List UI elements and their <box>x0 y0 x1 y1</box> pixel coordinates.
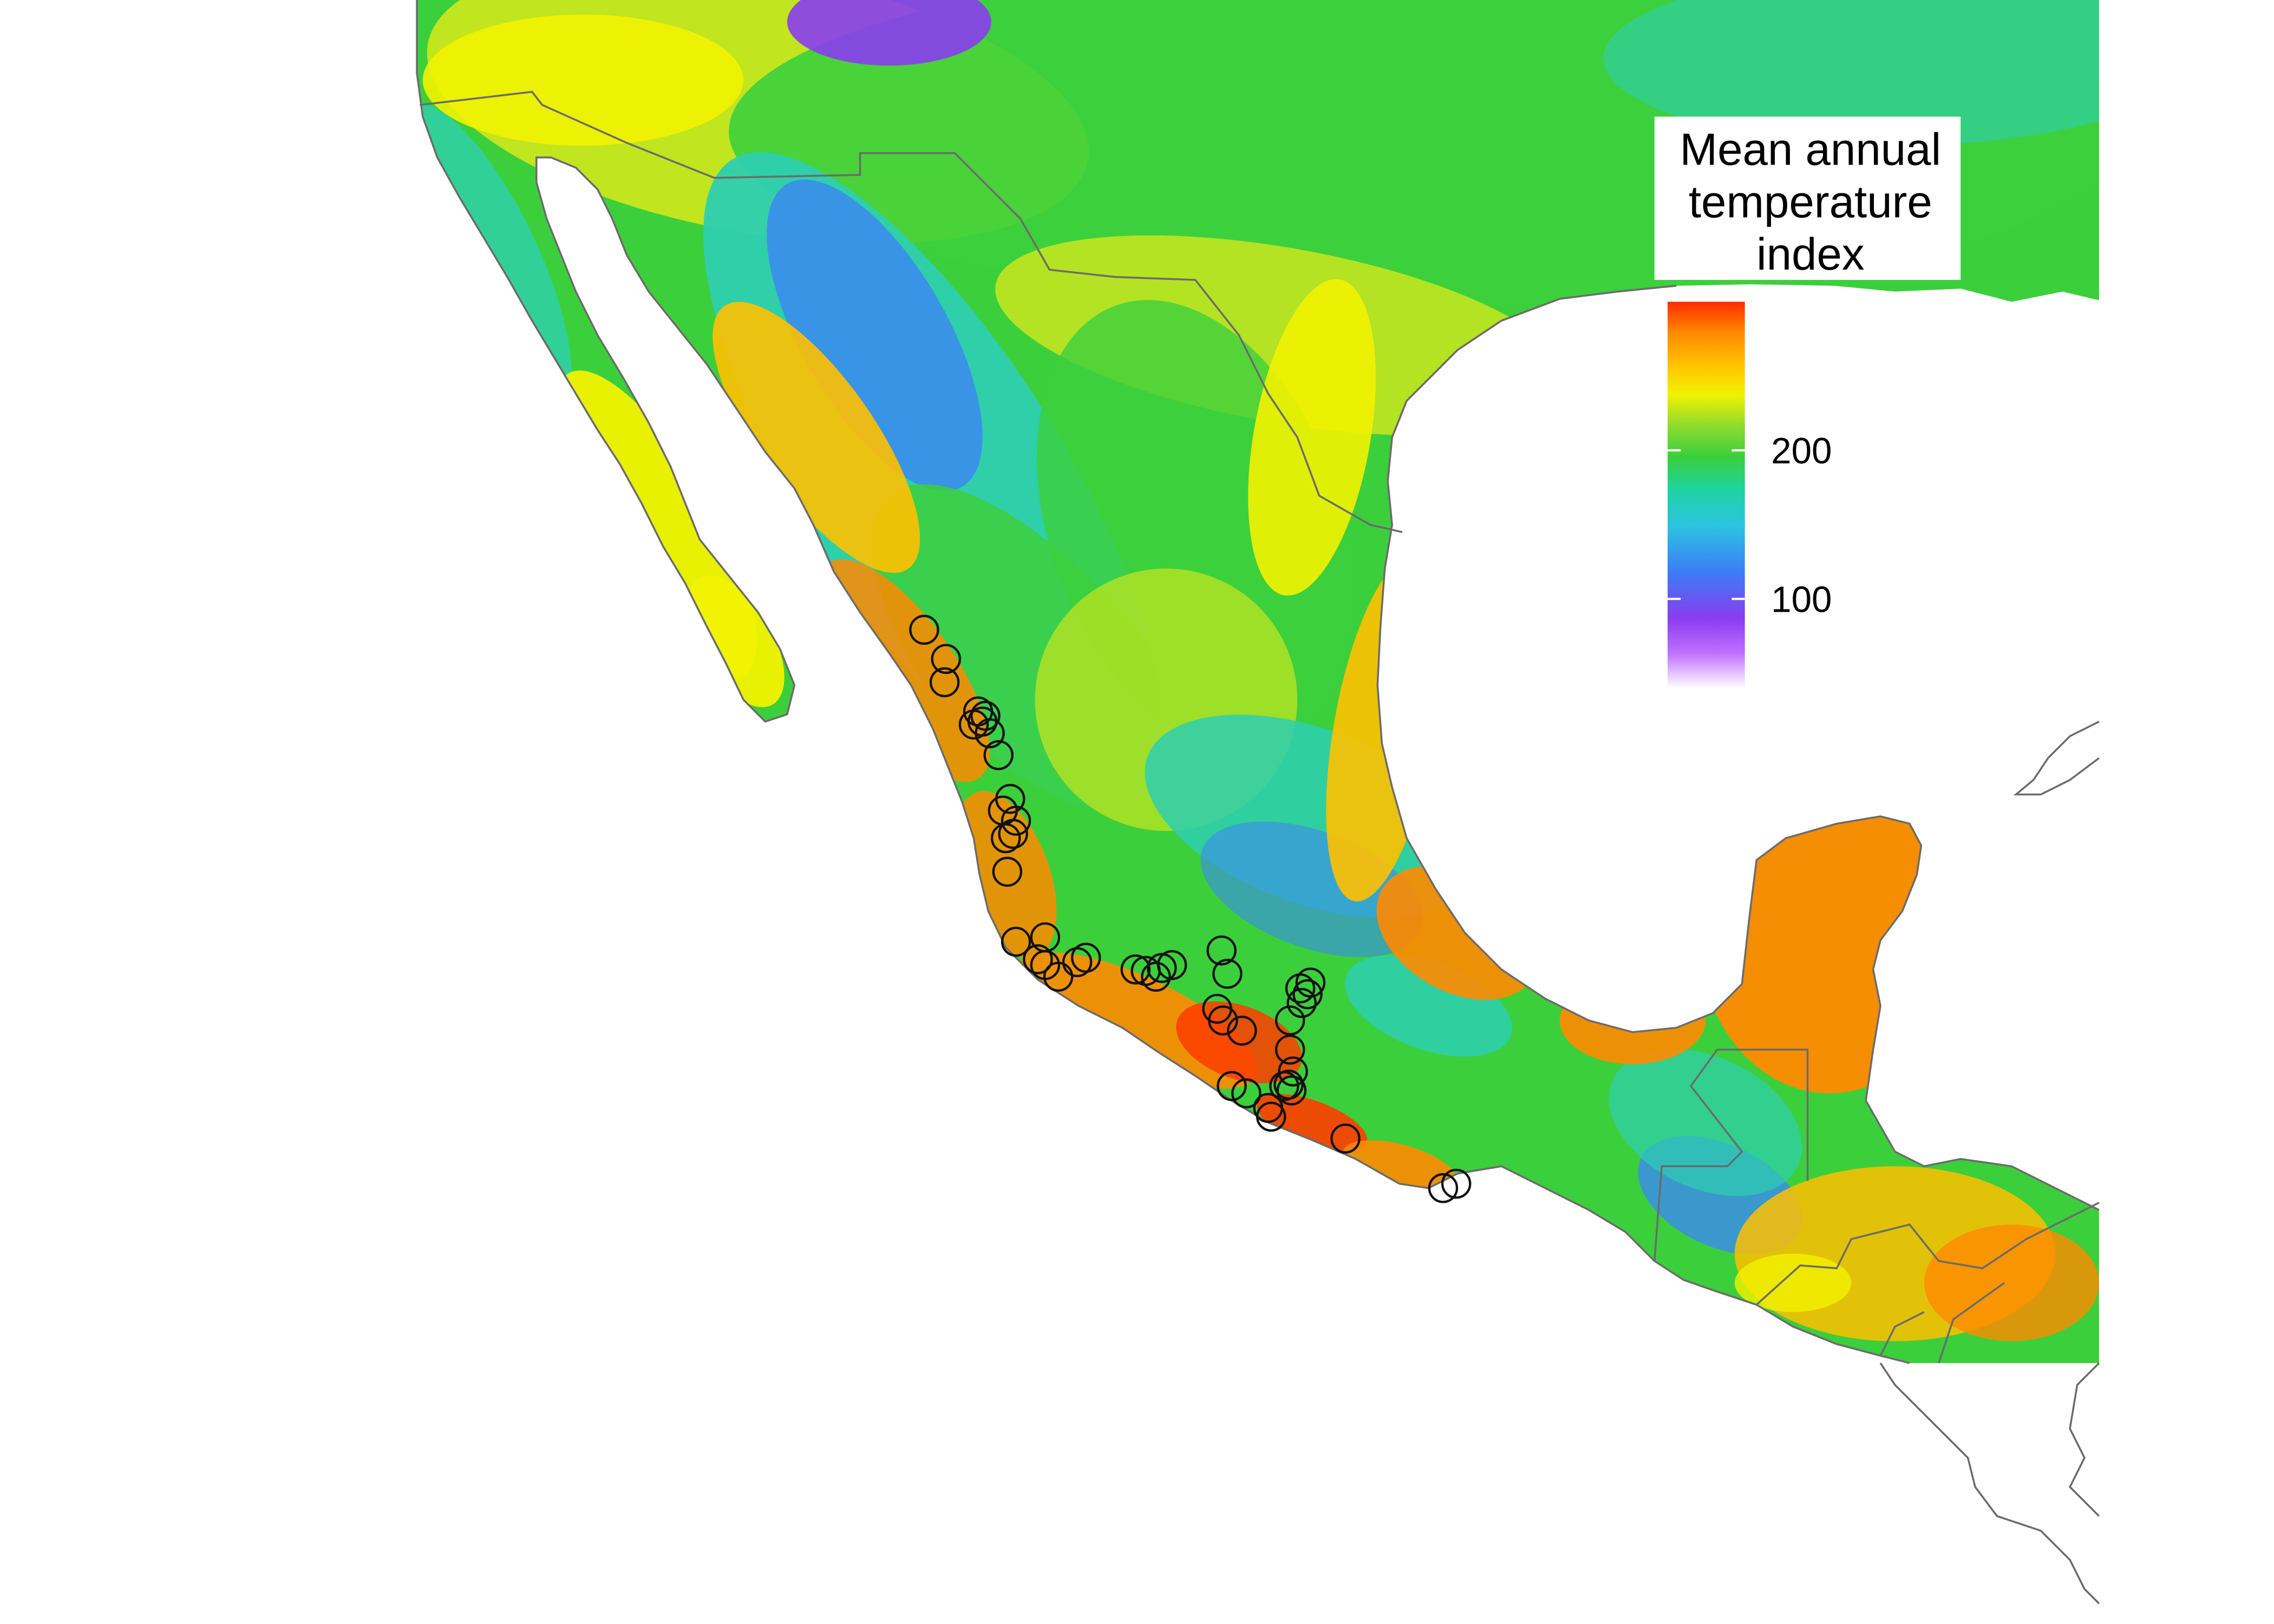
legend-ticks: 200 100 <box>1668 431 1832 620</box>
occurrence-marker <box>1141 961 1171 992</box>
occurrence-marker <box>1120 954 1151 985</box>
occurrence-marker <box>1441 1168 1472 1199</box>
occurrence-marker <box>1062 947 1093 978</box>
legend-tick-label: 100 <box>1771 580 1832 620</box>
occurrence-marker <box>1269 1071 1299 1102</box>
occurrence-marker <box>909 614 939 645</box>
legend: Mean annual temperature index 200 100 <box>1654 116 1961 689</box>
occurrence-marker <box>998 818 1028 849</box>
occurrence-marker <box>1001 806 1031 836</box>
coastline <box>416 0 1910 1364</box>
occurrence-marker <box>958 709 989 740</box>
nicaragua-outline <box>1879 1362 2100 1605</box>
legend-colorbar <box>1668 302 1745 689</box>
guatemala-border <box>1654 1049 1809 1261</box>
occurrence-marker <box>1206 935 1237 966</box>
occurrence-marker <box>1156 950 1187 980</box>
occurrence-marker <box>1286 988 1317 1018</box>
occurrence-markers <box>909 614 1472 1203</box>
occurrence-marker <box>1043 961 1074 992</box>
country-borders <box>416 0 2100 1605</box>
occurrence-marker <box>1208 1005 1238 1036</box>
cuba-coast <box>2013 721 2100 796</box>
occurrence-marker <box>1428 1173 1459 1203</box>
occurrence-marker <box>1276 1075 1307 1106</box>
gulf-coast <box>1376 285 2100 1211</box>
occurrence-marker <box>1217 1071 1247 1102</box>
occurrence-marker <box>1001 926 1031 957</box>
occurrence-marker <box>992 856 1023 887</box>
occurrence-marker <box>1253 1092 1284 1123</box>
legend-title-line-1: Mean annual <box>1680 123 1942 174</box>
occurrence-marker <box>929 667 960 698</box>
occurrence-marker <box>1285 973 1316 1004</box>
occurrence-marker <box>1275 1034 1305 1065</box>
occurrence-marker <box>1023 944 1053 974</box>
occurrence-marker <box>983 740 1014 770</box>
occurrence-marker <box>990 823 1021 854</box>
occurrence-marker <box>1231 1078 1262 1109</box>
central-america-borders <box>1756 1202 2100 1364</box>
legend-title-line-3: index <box>1756 228 1865 279</box>
occurrence-marker <box>1227 1016 1257 1046</box>
us-mexico-border <box>420 90 1403 533</box>
occurrence-marker <box>975 718 1005 749</box>
occurrence-marker <box>1212 959 1243 989</box>
occurrence-marker <box>1275 1005 1305 1036</box>
occurrence-marker <box>931 644 962 674</box>
legend-tick-label: 200 <box>1771 431 1832 472</box>
legend-title-background <box>1654 116 1961 280</box>
occurrence-marker <box>1330 1123 1361 1154</box>
occurrence-marker <box>1292 979 1323 1010</box>
occurrence-marker <box>1278 1056 1308 1087</box>
legend-title-line-2: temperature <box>1689 176 1932 227</box>
